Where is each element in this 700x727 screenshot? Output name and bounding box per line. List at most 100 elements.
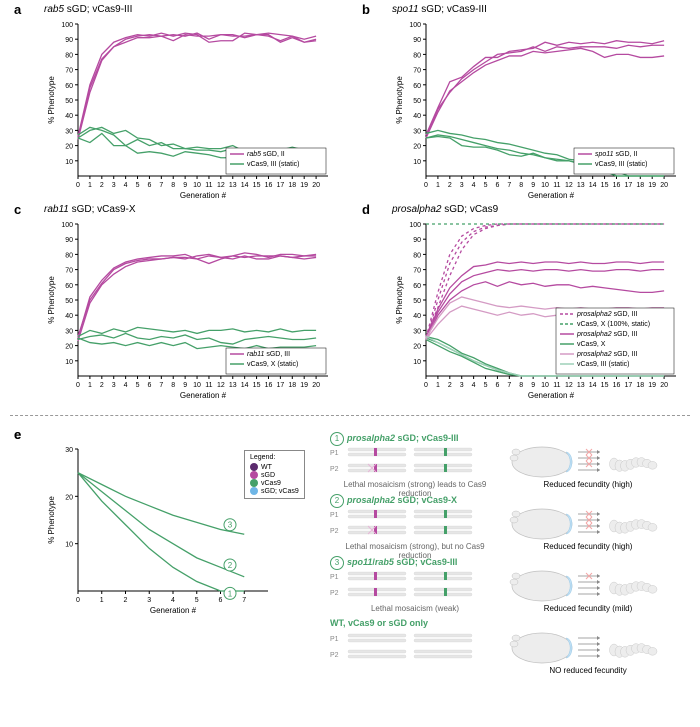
panel-title-a: rab5 sGD; vCas9-III [44, 4, 132, 15]
svg-text:5: 5 [195, 597, 199, 604]
svg-text:70: 70 [65, 268, 73, 275]
panel-label-c: c [14, 202, 21, 217]
svg-text:prosalpha2 sGD, III: prosalpha2 sGD, III [576, 331, 637, 338]
svg-text:40: 40 [413, 313, 421, 320]
svg-text:20: 20 [65, 494, 73, 501]
svg-text:3: 3 [460, 382, 464, 389]
svg-text:9: 9 [183, 382, 187, 389]
svg-text:8: 8 [171, 382, 175, 389]
panel-label-b: b [362, 2, 370, 17]
svg-text:50: 50 [413, 298, 421, 305]
svg-text:50: 50 [413, 98, 421, 105]
svg-text:1: 1 [436, 382, 440, 389]
svg-text:17: 17 [624, 182, 632, 189]
svg-text:0: 0 [424, 182, 428, 189]
svg-text:30: 30 [413, 128, 421, 135]
svg-text:30: 30 [65, 328, 73, 335]
svg-text:80: 80 [65, 52, 73, 59]
svg-text:70: 70 [413, 268, 421, 275]
svg-text:100: 100 [61, 22, 73, 29]
svg-text:rab5 sGD, II: rab5 sGD, II [247, 151, 285, 158]
svg-text:90: 90 [65, 37, 73, 44]
egg-larva-2 [508, 502, 668, 546]
svg-text:19: 19 [300, 382, 308, 389]
svg-text:40: 40 [413, 113, 421, 120]
svg-text:6: 6 [147, 182, 151, 189]
svg-text:P1: P1 [330, 512, 339, 519]
svg-text:13: 13 [577, 382, 585, 389]
svg-text:20: 20 [312, 382, 320, 389]
svg-text:8: 8 [519, 382, 523, 389]
svg-text:10: 10 [193, 182, 201, 189]
svg-text:12: 12 [217, 382, 225, 389]
svg-text:20: 20 [312, 182, 320, 189]
svg-text:10: 10 [541, 182, 549, 189]
svg-text:13: 13 [577, 182, 585, 189]
svg-text:1: 1 [88, 182, 92, 189]
svg-text:6: 6 [495, 382, 499, 389]
svg-text:10: 10 [65, 359, 73, 366]
svg-text:4: 4 [124, 182, 128, 189]
svg-text:spo11 sGD, II: spo11 sGD, II [595, 151, 637, 158]
svg-text:6: 6 [147, 382, 151, 389]
svg-text:50: 50 [65, 98, 73, 105]
svg-text:vCas9, X (static): vCas9, X (static) [247, 361, 298, 368]
svg-text:7: 7 [242, 597, 246, 604]
svg-text:8: 8 [171, 182, 175, 189]
svg-text:20: 20 [413, 144, 421, 151]
chrom-schematic-2: P1P2 [330, 506, 480, 542]
svg-text:90: 90 [65, 237, 73, 244]
svg-text:P1: P1 [330, 574, 339, 581]
svg-text:4: 4 [124, 382, 128, 389]
svg-text:20: 20 [660, 382, 668, 389]
fecundity-label-3: Reduced fecundity (mild) [508, 604, 668, 613]
svg-text:16: 16 [613, 382, 621, 389]
svg-text:100: 100 [409, 22, 421, 29]
egg-larva-3 [508, 564, 668, 608]
svg-text:3: 3 [147, 597, 151, 604]
svg-text:9: 9 [183, 182, 187, 189]
svg-text:19: 19 [648, 182, 656, 189]
svg-text:3: 3 [112, 182, 116, 189]
svg-text:prosalpha2 sGD, III: prosalpha2 sGD, III [576, 311, 637, 318]
svg-text:6: 6 [495, 182, 499, 189]
panel-title-d: prosalpha2 sGD; vCas9 [392, 204, 498, 215]
svg-text:Generation #: Generation # [528, 191, 575, 200]
svg-text:11: 11 [205, 182, 212, 189]
svg-text:7: 7 [507, 182, 511, 189]
panel-title-b: spo11 sGD; vCas9-III [392, 4, 487, 15]
svg-text:5: 5 [136, 382, 140, 389]
svg-text:rab11 sGD, III: rab11 sGD, III [247, 351, 290, 358]
svg-text:19: 19 [300, 182, 308, 189]
svg-text:Generation #: Generation # [528, 391, 575, 400]
svg-text:4: 4 [472, 182, 476, 189]
svg-text:3: 3 [112, 382, 116, 389]
svg-text:20: 20 [413, 344, 421, 351]
svg-text:12: 12 [217, 182, 225, 189]
chrom-schematic-4: P1P2 [330, 630, 480, 666]
panel-e-legend: Legend:WTsGDvCas9sGD; vCas9 [244, 450, 305, 499]
svg-text:7: 7 [159, 182, 163, 189]
svg-text:5: 5 [484, 182, 488, 189]
svg-text:vCas9, III (static): vCas9, III (static) [595, 161, 648, 168]
panel-title-c: rab11 sGD; vCas9-X [44, 204, 136, 215]
svg-text:vCas9, III (static): vCas9, III (static) [577, 361, 630, 368]
svg-text:2: 2 [448, 182, 452, 189]
svg-text:30: 30 [413, 328, 421, 335]
section-divider [10, 415, 690, 416]
svg-text:80: 80 [413, 252, 421, 259]
svg-text:18: 18 [636, 382, 644, 389]
svg-text:Generation #: Generation # [180, 391, 227, 400]
svg-text:14: 14 [241, 382, 249, 389]
svg-text:Generation #: Generation # [150, 606, 197, 615]
chart-b: 0123456789101112131415161718192010203040… [392, 20, 682, 200]
svg-text:P2: P2 [330, 652, 339, 659]
svg-text:14: 14 [589, 182, 597, 189]
svg-text:% Phenotype: % Phenotype [395, 76, 404, 124]
chrom-schematic-3: P1P2 [330, 568, 480, 604]
schematic-note-3: Lethal mosaicism (weak) [330, 604, 500, 613]
svg-text:70: 70 [413, 68, 421, 75]
svg-text:80: 80 [413, 52, 421, 59]
chart-a: 0123456789101112131415161718192010203040… [44, 20, 334, 200]
svg-text:16: 16 [613, 182, 621, 189]
